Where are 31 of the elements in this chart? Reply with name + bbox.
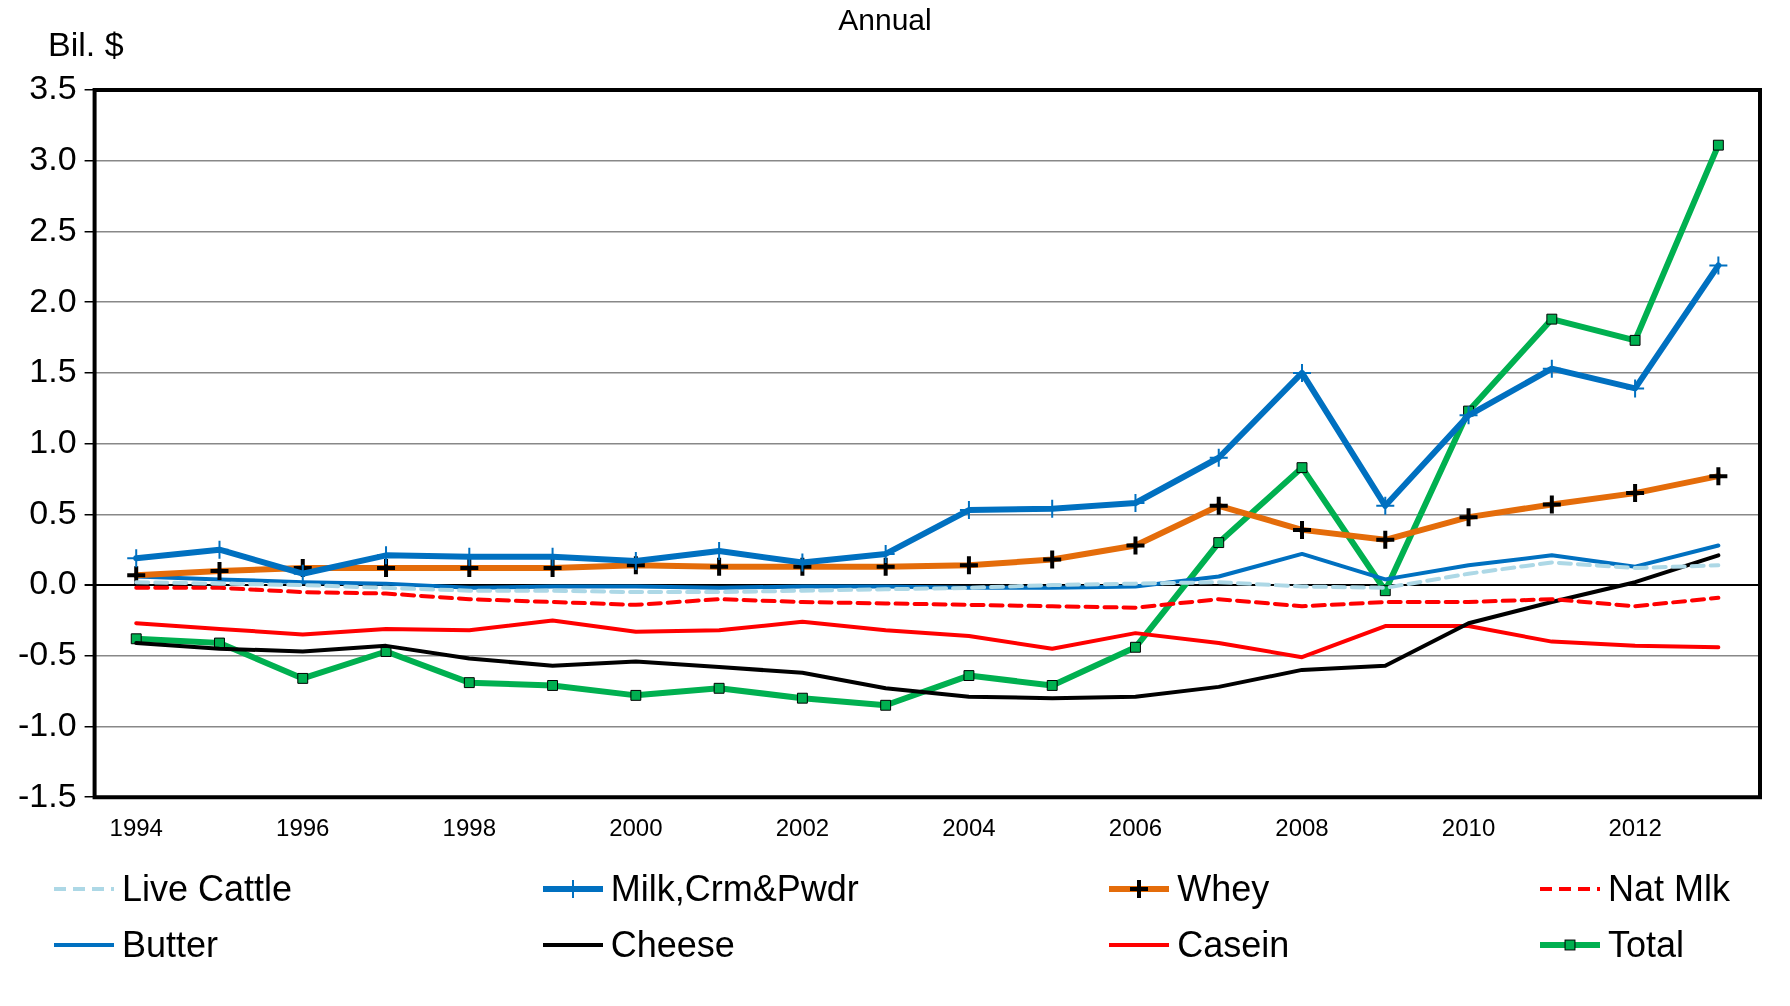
x-tick-label: 2010: [1441, 814, 1496, 842]
x-tick-label: 1998: [442, 814, 496, 842]
y-tick-label: 1.0: [29, 421, 77, 460]
x-tick-label: 2002: [775, 814, 830, 842]
x-tick-label: 2008: [1275, 814, 1329, 842]
legend-label: Total: [1607, 924, 1685, 966]
legend-label: Casein: [1177, 924, 1290, 966]
y-tick-label: 0.5: [29, 492, 77, 531]
x-tick-label: 2000: [609, 814, 663, 842]
y-tick-label: 2.5: [29, 209, 77, 248]
y-tick-label: -1.0: [17, 704, 77, 743]
legend-label: Cheese: [610, 924, 735, 966]
chart-title: Annual: [838, 3, 932, 37]
y-tick-label: -0.5: [17, 634, 77, 673]
x-tick-label: 1994: [109, 814, 163, 842]
legend-label: Live Cattle: [122, 868, 293, 910]
x-tick-label: 1996: [276, 814, 330, 842]
y-tick-label: 0.0: [29, 563, 77, 602]
legend-label: Milk,Crm&Pwdr: [610, 868, 859, 910]
y-tick-label: 2.0: [29, 280, 77, 319]
y-tick-label: 1.5: [29, 351, 77, 390]
y-tick-label: 3.5: [29, 68, 77, 107]
x-tick-label: 2012: [1608, 814, 1662, 842]
y-tick-label: 3.0: [29, 139, 77, 178]
legend-label: Butter: [122, 924, 219, 966]
legend-label: Nat Mlk: [1607, 868, 1730, 910]
x-tick-label: 2004: [942, 814, 996, 842]
x-tick-label: 2006: [1108, 814, 1163, 842]
y-axis-title: Bil. $: [48, 25, 124, 64]
y-tick-label: -1.5: [17, 775, 77, 814]
legend-label: Whey: [1177, 868, 1270, 910]
